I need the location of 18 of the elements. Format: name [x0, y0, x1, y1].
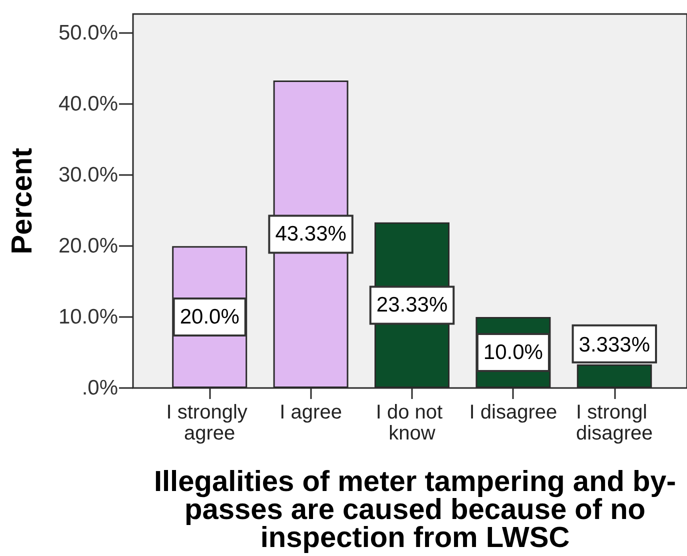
y-tick-label: 20.0%: [58, 234, 118, 258]
data-label: 20.0%: [180, 306, 240, 329]
y-tick-label: 30.0%: [58, 164, 118, 187]
data-label: 23.33%: [376, 294, 448, 317]
x-tick-label: I do not know: [376, 402, 448, 444]
x-tick-label: I strongly agree: [166, 402, 253, 444]
y-tick-label: 40.0%: [58, 92, 118, 116]
y-axis-title: Percent: [6, 147, 38, 254]
x-axis-title: Illegalities of meter tampering and by-passes are caused because of no inspection from LWSC: [152, 466, 678, 554]
y-tick-label: .0%: [82, 376, 118, 400]
data-label: 10.0%: [483, 341, 543, 364]
data-label: 43.33%: [275, 222, 346, 246]
data-label: 3.333%: [578, 333, 650, 356]
x-tick-label: I strongl disagree: [576, 402, 653, 444]
y-tick-label: 50.0%: [58, 22, 118, 45]
x-tick-label: I agree: [280, 402, 342, 424]
y-tick-label: 10.0%: [58, 306, 118, 329]
x-tick-label: I disagree: [469, 402, 558, 424]
